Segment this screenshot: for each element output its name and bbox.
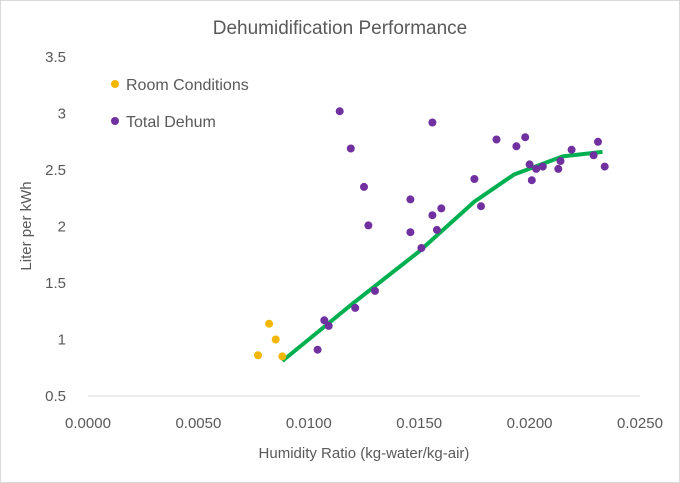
- y-axis-ticks: 0.5 1 1.5 2 2.5 3 3.5: [45, 49, 66, 405]
- point-room-conditions: [265, 319, 274, 328]
- x-axis-ticks: 0.0000 0.0050 0.0100 0.0150 0.0200 0.0250: [65, 415, 663, 432]
- point-total-dehum: [567, 145, 576, 154]
- x-tick-label: 0.0150: [396, 415, 442, 432]
- y-axis-label: Liter per kWh: [18, 181, 35, 270]
- x-tick-label: 0.0200: [507, 415, 553, 432]
- point-room-conditions: [271, 335, 280, 344]
- point-total-dehum: [437, 204, 446, 213]
- point-total-dehum: [360, 182, 368, 191]
- y-tick-label: 3: [58, 106, 66, 123]
- x-axis-label: Humidity Ratio (kg-water/kg-air): [259, 445, 470, 462]
- point-total-dehum: [600, 162, 609, 171]
- x-tick-label: 0.0250: [617, 415, 663, 432]
- point-total-dehum: [320, 316, 329, 325]
- point-total-dehum: [335, 107, 344, 116]
- legend-label-room-conditions: Room Conditions: [126, 77, 249, 94]
- point-total-dehum: [538, 162, 547, 171]
- point-total-dehum: [371, 286, 379, 295]
- point-total-dehum: [532, 164, 541, 173]
- point-total-dehum: [554, 164, 563, 173]
- y-tick-label: 1.5: [45, 275, 66, 292]
- legend-label-total-dehum: Total Dehum: [126, 114, 216, 131]
- point-total-dehum: [432, 225, 441, 234]
- point-total-dehum: [470, 175, 479, 183]
- legend-marker-total-dehum: [111, 117, 119, 125]
- point-room-conditions: [254, 351, 262, 360]
- x-tick-label: 0.0000: [65, 415, 111, 432]
- y-tick-label: 3.5: [45, 49, 66, 66]
- y-tick-label: 2: [58, 219, 66, 236]
- x-tick-label: 0.0100: [286, 415, 332, 432]
- point-room-conditions: [278, 352, 287, 361]
- trendline-group: [281, 149, 603, 363]
- point-total-dehum: [512, 142, 521, 151]
- point-total-dehum: [527, 176, 536, 185]
- point-total-dehum: [364, 221, 373, 230]
- point-total-dehum: [525, 160, 534, 169]
- point-total-dehum: [556, 157, 565, 165]
- point-total-dehum: [428, 118, 437, 127]
- point-total-dehum: [521, 133, 530, 142]
- point-total-dehum: [406, 228, 415, 237]
- chart-title: Dehumidification Performance: [213, 18, 468, 39]
- point-total-dehum: [428, 211, 437, 220]
- point-total-dehum: [406, 195, 415, 204]
- point-total-dehum: [492, 135, 501, 144]
- point-total-dehum: [477, 202, 485, 211]
- y-tick-label: 1: [58, 332, 66, 349]
- point-total-dehum: [351, 303, 360, 312]
- point-total-dehum: [417, 244, 426, 252]
- trendline: [281, 149, 603, 363]
- legend: Room Conditions Total Dehum: [111, 77, 249, 131]
- point-total-dehum: [594, 137, 602, 146]
- point-total-dehum: [589, 151, 598, 160]
- y-tick-label: 2.5: [45, 162, 66, 179]
- legend-marker-room-conditions: [111, 80, 119, 88]
- data-points: [254, 107, 609, 361]
- point-total-dehum: [324, 321, 333, 330]
- point-total-dehum: [313, 345, 322, 354]
- y-tick-label: 0.5: [45, 388, 66, 405]
- x-tick-label: 0.0050: [175, 415, 221, 432]
- point-total-dehum: [346, 144, 355, 153]
